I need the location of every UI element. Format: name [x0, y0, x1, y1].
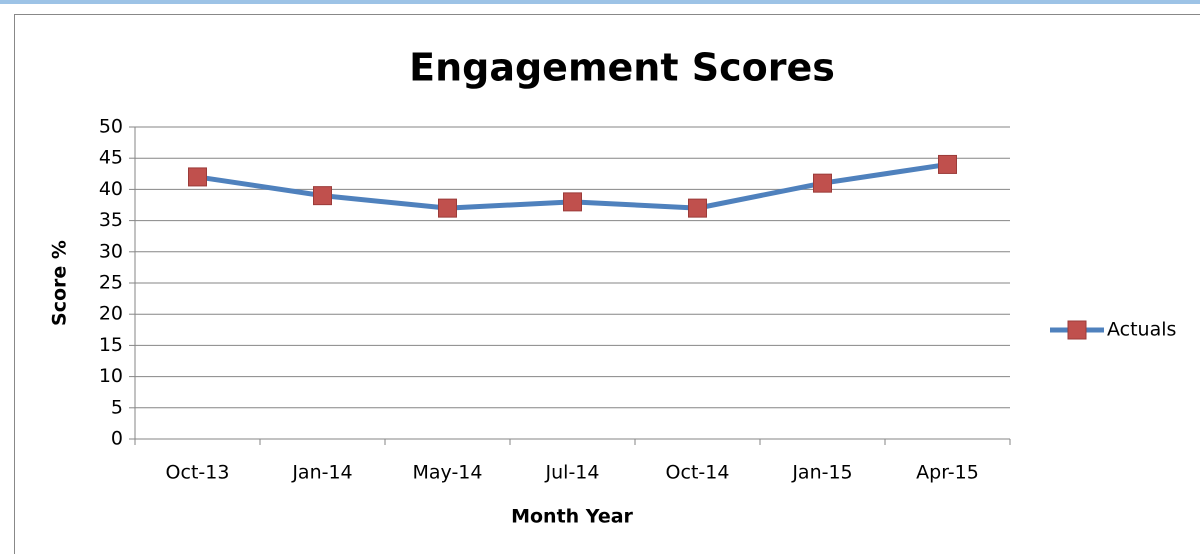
legend-label: Actuals	[1107, 319, 1176, 341]
chart-border	[14, 14, 1200, 554]
top-strip	[0, 0, 1200, 4]
y-axis-title: Score %	[49, 240, 71, 326]
marker	[563, 192, 582, 212]
x-tick-label: May-14	[413, 462, 483, 484]
y-tick-label: 45	[99, 147, 123, 169]
marker	[813, 173, 832, 193]
marker	[313, 186, 332, 206]
marker	[438, 198, 457, 218]
x-axis-title: Month Year	[511, 506, 633, 528]
marker	[188, 167, 207, 187]
y-tick-label: 0	[111, 428, 123, 450]
marker	[938, 154, 957, 174]
x-tick-label: Apr-15	[916, 462, 979, 484]
y-tick-label: 20	[99, 303, 123, 325]
y-tick-label: 30	[99, 240, 123, 262]
y-tick-label: 40	[99, 178, 123, 200]
y-tick-label: 10	[99, 365, 123, 387]
marker	[688, 198, 707, 218]
x-tick-label: Oct-14	[666, 462, 730, 484]
y-tick-label: 50	[99, 116, 123, 138]
y-tick-label: 35	[99, 209, 123, 231]
x-tick-label: Oct-13	[166, 462, 230, 484]
x-tick-label: Jul-14	[545, 462, 600, 484]
x-tick-label: Jan-15	[791, 462, 852, 484]
chart-title: Engagement Scores	[409, 46, 835, 90]
y-tick-label: 25	[99, 272, 123, 294]
y-tick-label: 15	[99, 334, 123, 356]
legend-marker	[1067, 320, 1087, 340]
y-tick-label: 5	[111, 396, 123, 418]
x-tick-label: Jan-14	[291, 462, 352, 484]
